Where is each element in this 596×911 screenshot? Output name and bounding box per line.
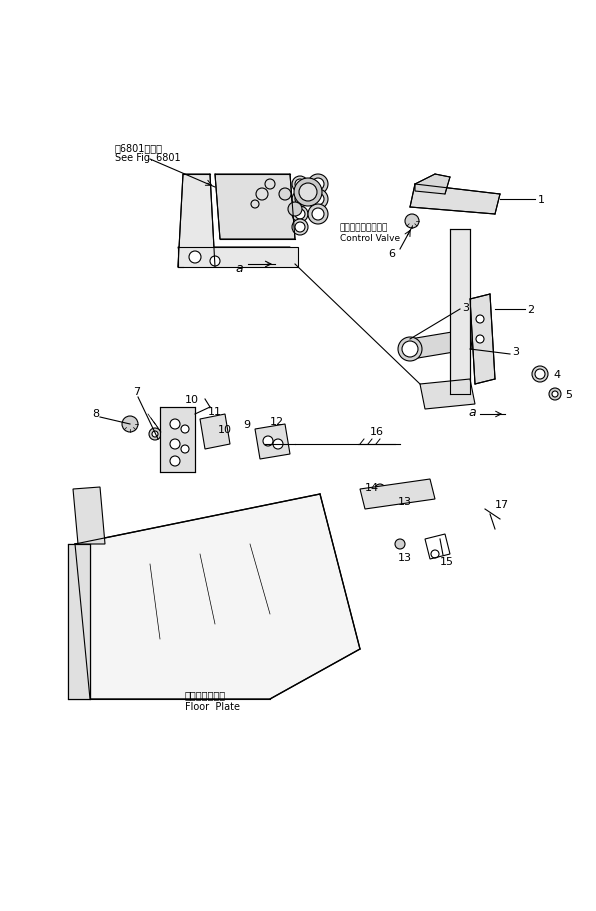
Text: 12: 12 [270,416,284,426]
Text: フロアプレート: フロアプレート [185,690,226,700]
Text: Control Valve: Control Valve [340,233,400,242]
Bar [68,545,90,700]
Text: 9: 9 [243,420,250,429]
Text: 14: 14 [365,483,379,493]
Text: 10: 10 [218,425,232,435]
Circle shape [288,203,302,217]
Bar [160,407,195,473]
Circle shape [181,425,189,434]
Text: コントロールバルブ: コントロールバルブ [340,223,389,232]
Circle shape [312,209,324,220]
Circle shape [375,485,385,495]
Text: 5: 5 [565,390,572,400]
Circle shape [292,220,308,236]
Circle shape [295,223,305,232]
Circle shape [292,192,308,208]
Circle shape [402,342,418,358]
Circle shape [476,315,484,323]
Circle shape [170,420,180,429]
Text: 10: 10 [185,394,199,404]
Circle shape [312,179,324,190]
Text: 4: 4 [553,370,560,380]
Circle shape [405,215,419,229]
Polygon shape [255,425,290,459]
Circle shape [149,428,161,441]
Text: a: a [235,261,243,274]
Text: 13: 13 [398,496,412,507]
Circle shape [181,445,189,454]
Text: 第6801図参照: 第6801図参照 [115,143,163,153]
Circle shape [292,177,308,193]
Circle shape [122,416,138,433]
Polygon shape [215,175,295,240]
Circle shape [210,257,220,267]
Text: 17: 17 [495,499,509,509]
Circle shape [552,392,558,397]
Circle shape [273,439,283,449]
Circle shape [256,189,268,200]
Polygon shape [68,545,90,700]
Text: 3: 3 [512,346,519,356]
Text: See Fig. 6801: See Fig. 6801 [115,153,181,163]
Text: 8: 8 [92,408,99,418]
Bar [178,248,298,268]
Polygon shape [410,330,472,360]
Circle shape [308,189,328,210]
Text: 15: 15 [440,557,454,567]
Text: 2: 2 [527,304,534,314]
Text: 16: 16 [370,426,384,436]
Circle shape [152,432,158,437]
Circle shape [279,189,291,200]
Circle shape [535,370,545,380]
Polygon shape [470,294,495,384]
Polygon shape [410,185,500,215]
Text: 11: 11 [208,406,222,416]
Circle shape [299,184,317,201]
Text: 1: 1 [538,195,545,205]
Circle shape [263,436,273,446]
Polygon shape [415,175,450,195]
Circle shape [476,335,484,343]
Text: 13: 13 [398,552,412,562]
Circle shape [295,179,305,189]
Circle shape [532,366,548,383]
Polygon shape [73,487,105,545]
Polygon shape [178,175,215,268]
Circle shape [189,251,201,263]
Text: a: a [468,405,476,418]
Circle shape [295,210,305,220]
Circle shape [395,539,405,549]
Circle shape [292,207,308,223]
Polygon shape [360,479,435,509]
Polygon shape [178,248,295,268]
Polygon shape [420,380,475,410]
Circle shape [295,195,305,205]
Circle shape [308,175,328,195]
Circle shape [398,338,422,362]
Circle shape [308,205,328,225]
Circle shape [294,179,322,207]
Bar [450,230,470,394]
Circle shape [170,439,180,449]
Polygon shape [200,415,230,449]
Text: 3: 3 [462,302,469,312]
Text: 7: 7 [133,386,140,396]
Text: 6: 6 [388,249,395,259]
Text: Floor  Plate: Floor Plate [185,701,240,711]
Circle shape [549,389,561,401]
Circle shape [170,456,180,466]
Polygon shape [75,495,360,700]
Circle shape [390,495,400,505]
Circle shape [312,194,324,206]
